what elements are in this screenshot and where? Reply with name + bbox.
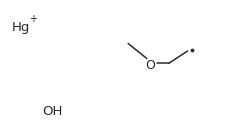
Text: OH: OH: [42, 105, 62, 118]
Text: O: O: [145, 59, 155, 72]
Text: +: +: [29, 14, 37, 24]
Text: Hg: Hg: [12, 21, 30, 34]
